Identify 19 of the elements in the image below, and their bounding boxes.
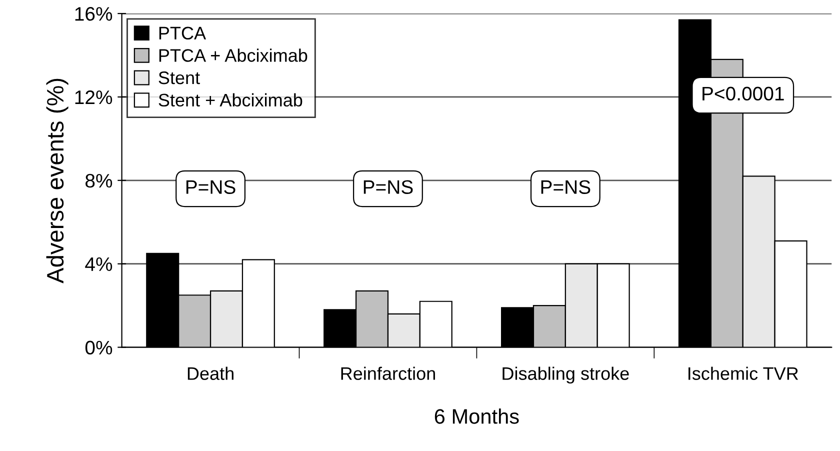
annotation: P=NS [186, 180, 236, 194]
annotation: P=NS [364, 180, 413, 194]
legend-label: Stent [158, 71, 200, 84]
y-tick-label: 16% [75, 7, 112, 21]
x-tick-label: Disabling stroke [502, 366, 629, 384]
annotation: P<0.0001 [702, 86, 784, 101]
y-tick-label: 8% [86, 174, 112, 188]
y-tick-label: 12% [75, 90, 112, 104]
legend-label: PTCA + Abciximab [159, 48, 308, 62]
x-tick-label: Reinfarction [341, 366, 435, 380]
legend-label: Stent + Abciximab [158, 93, 302, 107]
x-tick-label: Ischemic TVR [688, 366, 798, 380]
legend-label: PTCA [159, 26, 206, 40]
x-tick-label: Death [188, 366, 234, 380]
y-axis-title: Adverse events (%) [46, 78, 68, 284]
annotation: P=NS [541, 180, 590, 194]
y-tick-label: 0% [85, 340, 112, 355]
x-axis-title: 6 Months [434, 408, 519, 424]
y-tick-label: 4% [85, 257, 112, 271]
